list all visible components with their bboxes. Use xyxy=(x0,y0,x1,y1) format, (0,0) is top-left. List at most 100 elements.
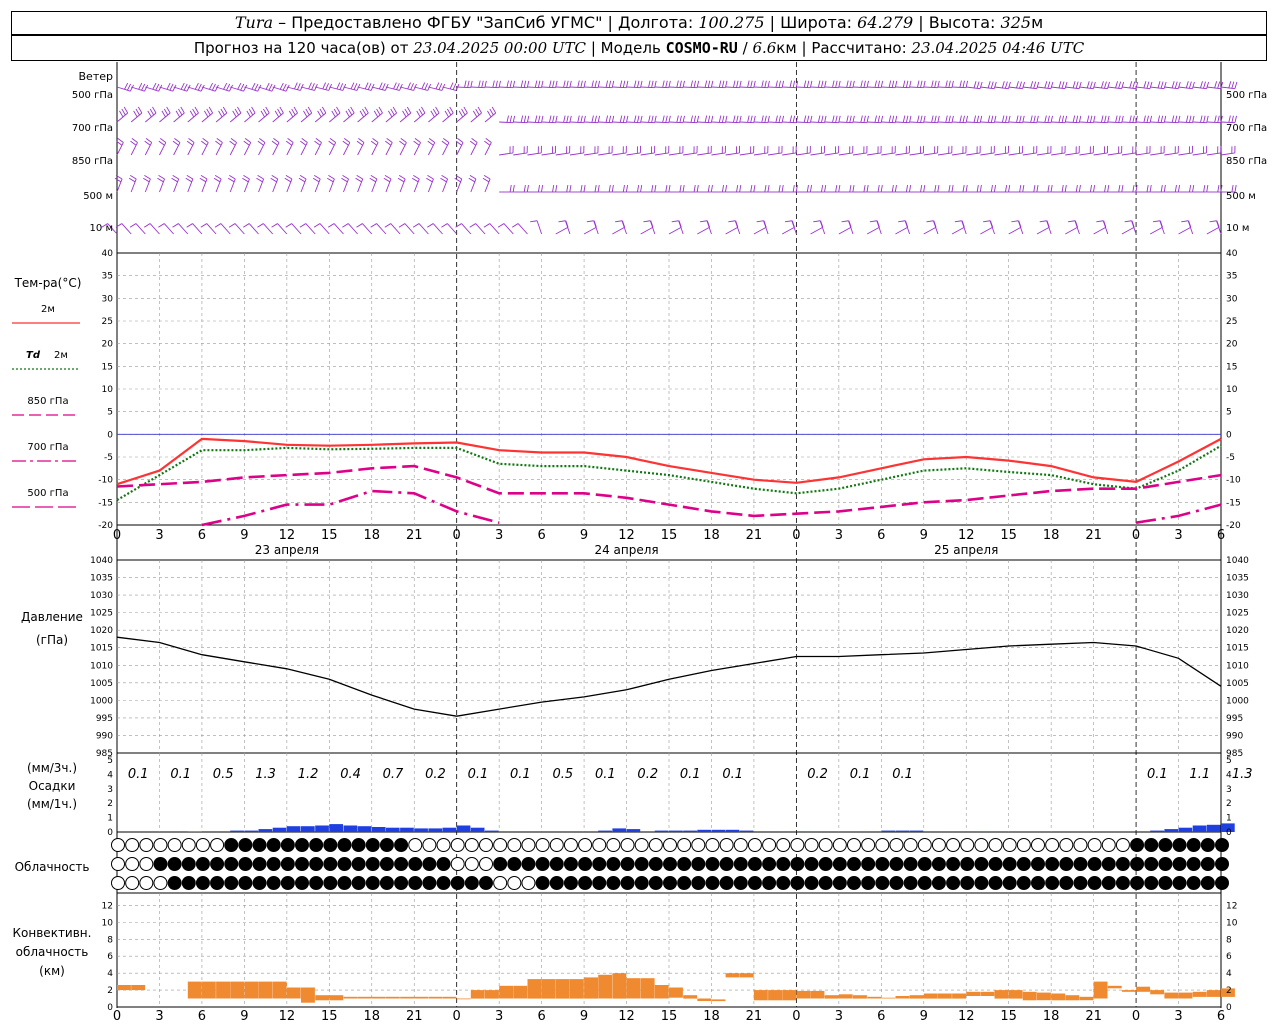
pressure-tick: 1030 xyxy=(90,591,113,601)
cloud-cover-symbol xyxy=(1059,857,1074,871)
wind-barb-flag xyxy=(312,177,320,183)
temp-tick: 10 xyxy=(102,385,114,395)
legend-prefix: Td xyxy=(26,350,41,361)
wind-barb xyxy=(895,145,910,156)
wind-barb-shaft xyxy=(456,178,463,193)
precip-bar xyxy=(216,831,230,832)
wind-barb-flag xyxy=(1115,115,1118,123)
wind-barb-shaft xyxy=(215,112,228,123)
wind-barb-flag xyxy=(866,185,869,193)
cloud-cover-symbol xyxy=(790,876,805,890)
wind-barb-shaft xyxy=(1136,121,1151,124)
wind-barb xyxy=(527,145,542,156)
cloud-cover-symbol xyxy=(889,838,904,852)
cloud-cover-symbol xyxy=(790,857,805,871)
wind-barb-shaft xyxy=(234,223,245,235)
wind-barb xyxy=(513,80,530,89)
precip-bar xyxy=(909,830,924,832)
wind-barb-shaft xyxy=(159,86,173,92)
wind-barb-flag xyxy=(115,174,123,180)
cloud-cover-symbol xyxy=(903,876,918,890)
cloud-cover-symbol xyxy=(762,838,777,852)
wind-barb-shaft xyxy=(895,121,910,124)
cloud-cover-symbol xyxy=(266,857,281,871)
temp-tick: 30 xyxy=(102,294,114,304)
wind-barb xyxy=(1107,115,1124,124)
wind-barb-flag xyxy=(1075,81,1079,89)
wind-barb xyxy=(739,185,756,193)
wind-barb-flag xyxy=(1072,115,1076,123)
wind-barb xyxy=(285,223,302,235)
wind-barb xyxy=(200,137,209,156)
wind-barb-flag xyxy=(1163,81,1167,89)
wind-barb-shaft xyxy=(598,152,613,156)
temp-tick-right: 5 xyxy=(1226,408,1232,418)
wind-barb-flag xyxy=(441,140,448,146)
wind-barb-flag xyxy=(257,174,264,180)
convective-cloud-bar xyxy=(980,991,995,996)
wind-barb-flag xyxy=(756,220,764,223)
convective-cloud-bar xyxy=(1107,985,1122,989)
wind-barb-flag xyxy=(835,185,838,193)
wind-barb xyxy=(1178,185,1195,193)
wind-barb-flag xyxy=(291,108,296,116)
cloud-cover-symbol xyxy=(408,876,423,890)
wind-barb-flag xyxy=(172,223,179,228)
wind-level-label: 700 гПа xyxy=(72,123,113,134)
wind-barb xyxy=(213,174,222,193)
wind-barb xyxy=(952,80,969,89)
cloud-cover-symbol xyxy=(521,857,536,871)
wind-barb xyxy=(116,106,129,123)
wind-barb xyxy=(1079,145,1094,156)
cloud-cover-symbol xyxy=(1115,838,1130,852)
cloud-cover-symbol xyxy=(1158,857,1173,871)
wind-barb-shaft xyxy=(1036,86,1051,90)
wind-barb-flag xyxy=(1174,185,1177,193)
wind-barb-flag xyxy=(781,185,784,193)
cloud-cover-symbol xyxy=(1144,857,1159,871)
wind-barb-flag xyxy=(259,137,266,143)
x-hour-tick: 12 xyxy=(279,528,296,543)
wind-barb-shaft xyxy=(1036,152,1051,156)
wind-barb xyxy=(1206,145,1222,156)
wind-barb-shaft xyxy=(555,86,570,89)
wind-barb-flag xyxy=(441,174,448,180)
wind-barb-flag xyxy=(693,115,697,123)
convective-cloud-bar xyxy=(669,987,683,998)
wind-barb xyxy=(383,174,392,193)
wind-barb xyxy=(201,106,214,123)
wind-barb-flag xyxy=(1234,81,1238,89)
pressure-tick: 1020 xyxy=(90,626,113,636)
wind-barb-shaft xyxy=(314,178,321,193)
cloud-cover-symbol xyxy=(1031,876,1045,890)
precip-3h-total: 0.1 xyxy=(128,767,149,782)
wind-barb xyxy=(428,106,440,123)
wind-barb-flag xyxy=(172,140,179,146)
wind-barb-shaft xyxy=(1036,121,1052,124)
x-hour-tick-bottom: 3 xyxy=(495,1009,503,1024)
temp-tick: 20 xyxy=(102,340,114,350)
wind-barb-shaft xyxy=(258,178,265,193)
wind-barb-flag xyxy=(1203,115,1206,123)
wind-barb-shaft xyxy=(230,86,244,92)
precip-bar xyxy=(654,830,669,832)
cloud-cover-symbol xyxy=(960,876,975,890)
wind-barb-flag xyxy=(979,185,982,193)
wind-barb-flag xyxy=(1005,185,1008,193)
cloud-cover-symbol xyxy=(153,838,168,852)
conv-tick: 2 xyxy=(107,986,113,996)
x-hour-tick: 0 xyxy=(113,528,121,543)
wind-level-label-right: 700 гПа xyxy=(1226,123,1267,134)
wind-barb xyxy=(796,80,813,89)
wind-barb-shaft xyxy=(980,121,995,124)
wind-barb-flag xyxy=(402,110,407,118)
cloud-cover-symbol xyxy=(195,838,210,852)
convective-cloud-bar xyxy=(1022,991,1037,1001)
model-resolution: 6.6 xyxy=(752,39,777,57)
wind-barb-flag xyxy=(832,80,835,88)
wind-barb-flag xyxy=(468,177,476,183)
wind-barb-shaft xyxy=(810,121,825,124)
wind-barb xyxy=(1121,145,1137,156)
wind-barb-flag xyxy=(537,115,541,123)
wind-barb-shaft xyxy=(1008,152,1023,156)
